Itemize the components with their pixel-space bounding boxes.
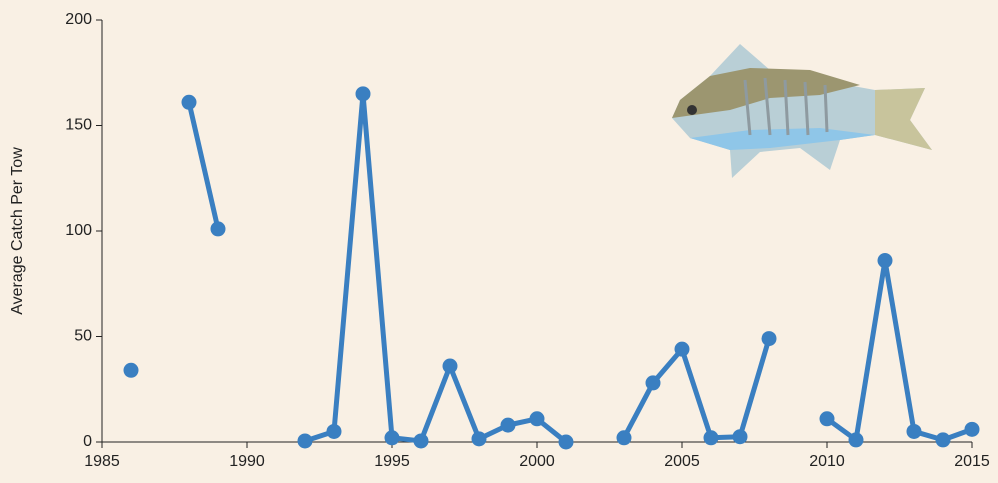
y-tick-label: 100: [65, 222, 92, 239]
data-point: [297, 433, 313, 449]
data-point: [848, 432, 864, 448]
data-point: [819, 411, 835, 427]
data-point: [616, 430, 632, 446]
data-point: [935, 432, 951, 448]
x-tick-label: 1985: [84, 453, 120, 470]
data-point: [181, 94, 197, 110]
data-point: [964, 421, 980, 437]
y-tick-label: 200: [65, 11, 92, 28]
data-point: [442, 358, 458, 374]
data-point: [674, 341, 690, 357]
data-point: [500, 417, 516, 433]
data-point: [326, 423, 342, 439]
data-point: [703, 430, 719, 446]
data-point: [471, 431, 487, 447]
data-point: [877, 253, 893, 269]
data-point: [123, 362, 139, 378]
data-point: [906, 423, 922, 439]
data-point: [355, 86, 371, 102]
y-tick-label: 150: [65, 117, 92, 134]
x-tick-label: 2000: [519, 453, 555, 470]
data-point: [761, 331, 777, 347]
x-tick-label: 1990: [229, 453, 265, 470]
y-tick-label: 0: [83, 433, 92, 450]
data-point: [529, 411, 545, 427]
data-line: [186, 91, 973, 444]
x-tick-label: 1995: [374, 453, 410, 470]
fish-illustration: [672, 44, 932, 178]
data-point: [384, 430, 400, 446]
data-point: [645, 375, 661, 391]
data-point: [210, 221, 226, 237]
data-point: [413, 433, 429, 449]
y-tick-label: 50: [74, 328, 92, 345]
y-axis-label: Average Catch Per Tow: [9, 147, 26, 315]
x-tick-label: 2005: [664, 453, 700, 470]
data-point: [558, 434, 574, 450]
x-tick-label: 2015: [954, 453, 990, 470]
x-tick-label: 2010: [809, 453, 845, 470]
data-point: [732, 429, 748, 445]
